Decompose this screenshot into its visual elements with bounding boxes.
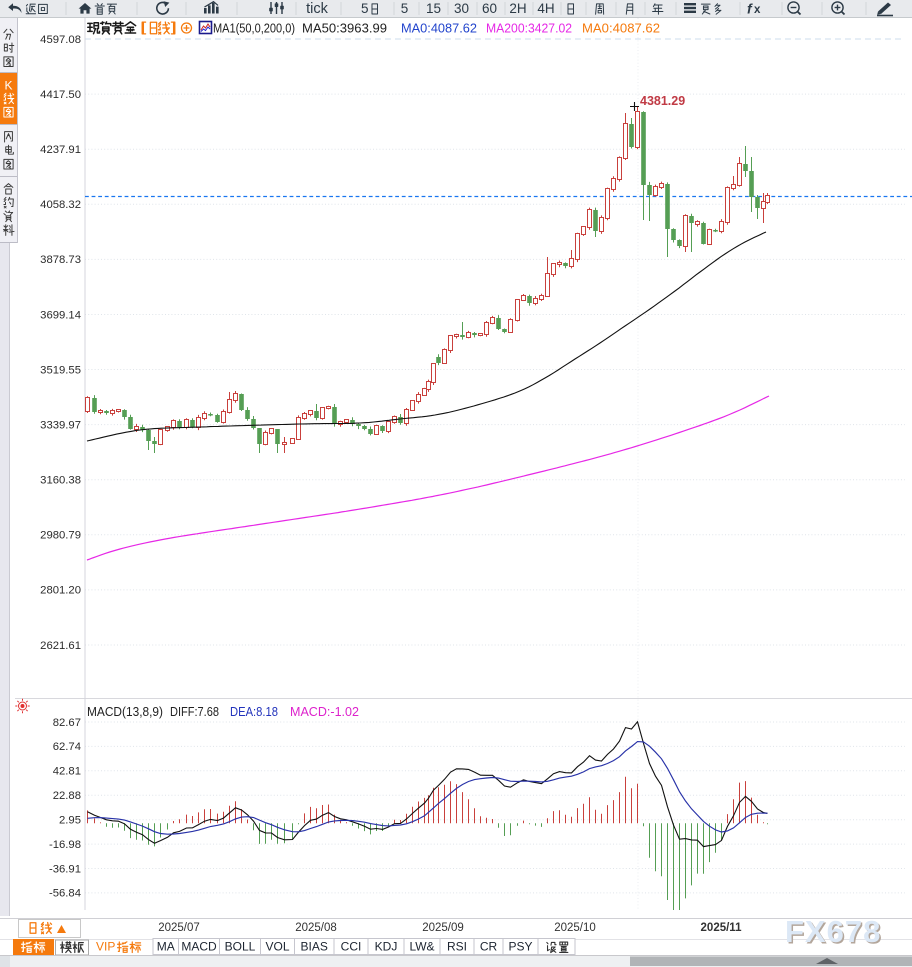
svg-text:2980.79: 2980.79 [40, 530, 81, 542]
svg-text:MA0:4087.62: MA0:4087.62 [401, 22, 477, 36]
svg-text:3160.38: 3160.38 [40, 475, 81, 487]
svg-text:MACD:-1.02: MACD:-1.02 [290, 705, 359, 719]
svg-text:22.88: 22.88 [53, 790, 81, 802]
svg-text:62.74: 62.74 [53, 741, 81, 753]
svg-text:FX678: FX678 [787, 916, 883, 951]
svg-text:2.95: 2.95 [59, 815, 81, 827]
svg-text:2025/09: 2025/09 [422, 922, 464, 934]
svg-text:KDJ: KDJ [375, 940, 398, 954]
svg-text:CR: CR [480, 940, 498, 954]
svg-text:CCI: CCI [341, 940, 362, 954]
svg-text:4058.32: 4058.32 [40, 199, 81, 211]
svg-text:DIFF:7.68: DIFF:7.68 [170, 705, 219, 719]
svg-text:MACD(13,8,9): MACD(13,8,9) [87, 705, 163, 719]
svg-text:-56.84: -56.84 [49, 888, 81, 900]
svg-text:3699.14: 3699.14 [40, 309, 81, 321]
svg-text:MACD: MACD [181, 940, 217, 954]
svg-text:4H: 4H [537, 1, 554, 16]
svg-text:f: f [747, 1, 753, 17]
svg-text:2621.61: 2621.61 [40, 640, 81, 652]
svg-text:5: 5 [361, 1, 369, 16]
svg-text:MA: MA [157, 940, 175, 954]
svg-text:MA1(50,0,200,0): MA1(50,0,200,0) [213, 22, 295, 36]
svg-text:42.81: 42.81 [53, 766, 81, 778]
svg-text:2025/08: 2025/08 [295, 922, 337, 934]
svg-text:30: 30 [454, 1, 469, 16]
svg-text:MA200:3427.02: MA200:3427.02 [486, 22, 572, 36]
svg-text:MA0:4087.62: MA0:4087.62 [582, 22, 660, 36]
svg-text:4417.50: 4417.50 [40, 89, 81, 101]
svg-text:2801.20: 2801.20 [40, 585, 81, 597]
svg-text:2025/11: 2025/11 [701, 922, 743, 934]
svg-text:PSY: PSY [508, 940, 532, 954]
svg-text:82.67: 82.67 [53, 717, 81, 729]
svg-text:tick: tick [306, 1, 329, 17]
svg-text:-36.91: -36.91 [49, 863, 81, 875]
svg-text:MA50:3963.99: MA50:3963.99 [302, 22, 387, 36]
svg-text:2025/10: 2025/10 [554, 922, 596, 934]
svg-text:VIP: VIP [96, 940, 115, 954]
svg-text:4381.29: 4381.29 [640, 94, 685, 108]
svg-text:RSI: RSI [447, 940, 467, 954]
svg-text:LW&: LW& [409, 940, 434, 954]
svg-text:2025/07: 2025/07 [158, 922, 200, 934]
svg-text:3878.73: 3878.73 [40, 254, 81, 266]
svg-text:DEA:8.18: DEA:8.18 [230, 705, 278, 719]
svg-text:4237.91: 4237.91 [40, 144, 81, 156]
svg-text:3519.55: 3519.55 [40, 364, 81, 376]
svg-text:K: K [4, 79, 12, 93]
svg-text:3339.97: 3339.97 [40, 419, 81, 431]
svg-text:VOL: VOL [265, 940, 289, 954]
svg-text:5: 5 [401, 1, 409, 16]
svg-text:x: x [754, 4, 761, 16]
svg-text:60: 60 [482, 1, 497, 16]
svg-text:FX678: FX678 [785, 914, 881, 949]
svg-text:4597.08: 4597.08 [40, 34, 81, 46]
svg-text:15: 15 [426, 1, 441, 16]
svg-text:2H: 2H [509, 1, 526, 16]
svg-text:BIAS: BIAS [301, 940, 328, 954]
svg-text:-16.98: -16.98 [49, 839, 81, 851]
svg-text:BOLL: BOLL [225, 940, 256, 954]
